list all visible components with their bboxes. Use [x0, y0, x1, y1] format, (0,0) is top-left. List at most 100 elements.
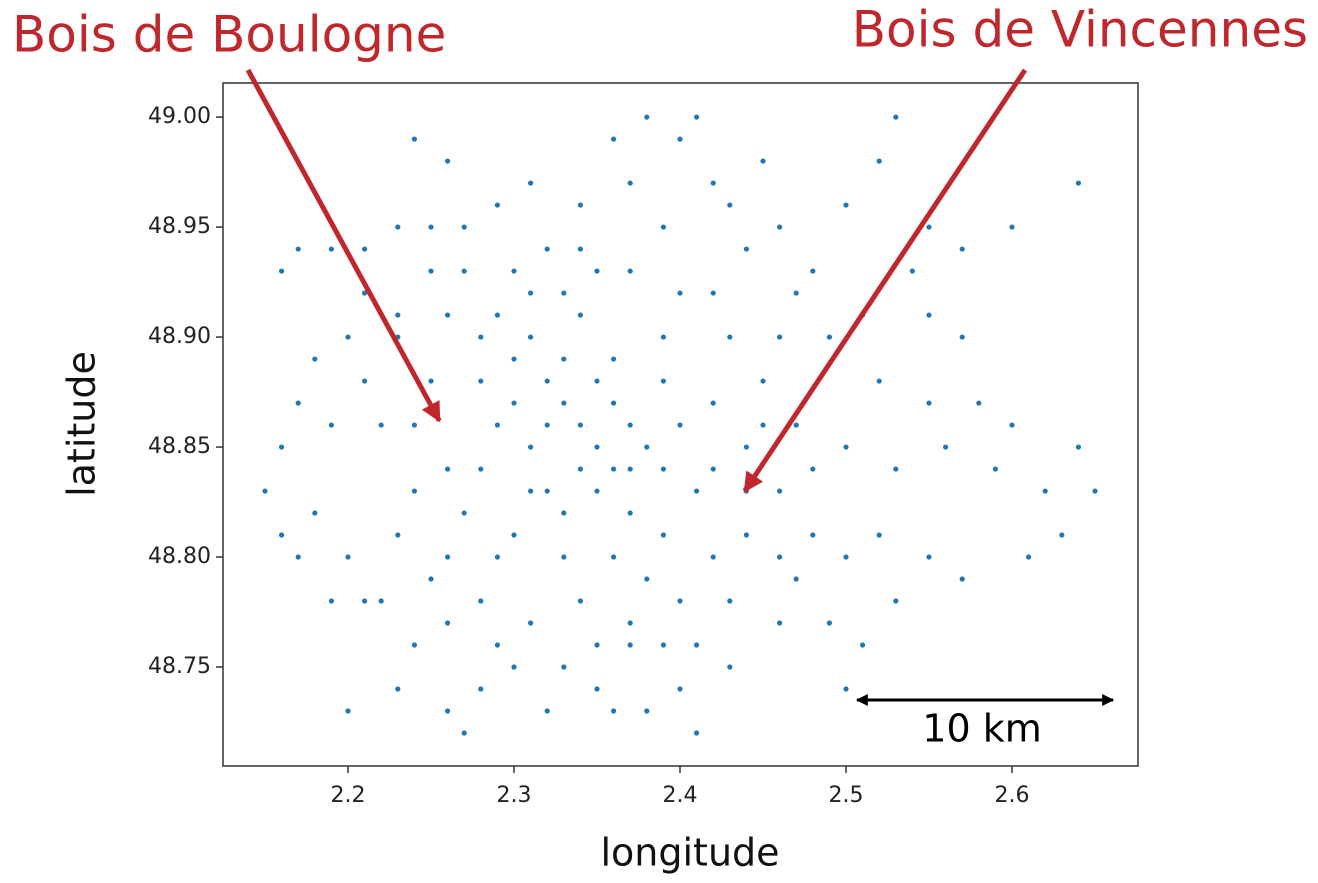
point: [992, 466, 999, 472]
point: [561, 554, 567, 560]
point: [644, 444, 650, 450]
point: [295, 246, 301, 252]
point: [710, 466, 716, 472]
point: [926, 554, 932, 560]
point: [1009, 422, 1015, 428]
point: [461, 224, 467, 230]
point: [677, 686, 683, 692]
point: [627, 620, 633, 626]
point: [843, 554, 849, 560]
point: [627, 422, 633, 428]
point: [444, 620, 451, 626]
point: [926, 224, 932, 230]
point: [411, 642, 417, 648]
point: [428, 576, 434, 582]
point: [1059, 532, 1065, 538]
point: [312, 510, 318, 516]
point: [959, 246, 965, 252]
y-tick-label: 48.95: [148, 214, 211, 239]
point: [843, 686, 849, 692]
x-tick-label: 2.3: [497, 783, 532, 808]
point: [544, 708, 550, 714]
point: [644, 114, 650, 120]
point: [959, 576, 965, 582]
point: [295, 400, 301, 406]
annotation-text: Bois de Boulogne: [12, 6, 446, 64]
point: [810, 268, 816, 274]
point: [577, 246, 584, 252]
point: [959, 334, 965, 340]
point: [511, 664, 517, 670]
point: [710, 290, 716, 296]
point: [1075, 180, 1082, 186]
x-tick-label: 2.2: [330, 783, 365, 808]
point: [577, 598, 584, 604]
point: [611, 356, 617, 362]
point: [627, 642, 633, 648]
annotation-arrow: [742, 68, 1028, 493]
point: [627, 510, 633, 516]
point: [411, 136, 417, 142]
point: [262, 488, 268, 494]
y-axis-label: latitude: [60, 351, 104, 497]
point: [494, 202, 501, 208]
point: [345, 554, 351, 560]
point: [328, 598, 334, 604]
point: [727, 202, 733, 208]
point: [594, 488, 600, 494]
point: [611, 466, 617, 472]
point: [528, 620, 534, 626]
point: [793, 576, 799, 582]
point: [411, 488, 417, 494]
point: [577, 422, 584, 428]
point: [544, 488, 550, 494]
point: [660, 532, 667, 538]
point: [876, 158, 882, 164]
x-tick-label: 2.6: [995, 783, 1030, 808]
point: [444, 554, 451, 560]
point: [411, 422, 417, 428]
point: [760, 378, 766, 384]
point: [544, 246, 550, 252]
point: [727, 598, 733, 604]
y-tick-label: 48.75: [148, 654, 211, 679]
point: [278, 444, 285, 450]
y-tick-label: 49.00: [148, 104, 211, 129]
point: [328, 422, 334, 428]
point: [528, 444, 534, 450]
point: [361, 378, 368, 384]
point: [561, 356, 567, 362]
point: [743, 444, 750, 450]
point: [528, 334, 534, 340]
y-tick-label: 48.85: [148, 434, 211, 459]
point: [893, 114, 899, 120]
point: [1075, 444, 1082, 450]
point: [561, 664, 567, 670]
point: [777, 334, 783, 340]
point: [611, 708, 617, 714]
point: [478, 686, 484, 692]
point: [876, 378, 882, 384]
point: [594, 268, 600, 274]
x-tick-label: 2.4: [663, 783, 698, 808]
point: [810, 532, 816, 538]
x-tick-label: 2.5: [829, 783, 864, 808]
point: [876, 532, 882, 538]
point: [561, 400, 567, 406]
point: [295, 554, 301, 560]
point: [843, 444, 849, 450]
point: [528, 290, 534, 296]
point: [395, 532, 401, 538]
point: [677, 290, 683, 296]
point: [611, 400, 617, 406]
point: [677, 598, 683, 604]
point: [494, 422, 501, 428]
point: [694, 114, 700, 120]
point: [627, 180, 633, 186]
point: [594, 686, 600, 692]
point: [777, 620, 783, 626]
point: [677, 136, 683, 142]
point: [677, 422, 683, 428]
point: [660, 224, 667, 230]
point: [395, 312, 401, 318]
